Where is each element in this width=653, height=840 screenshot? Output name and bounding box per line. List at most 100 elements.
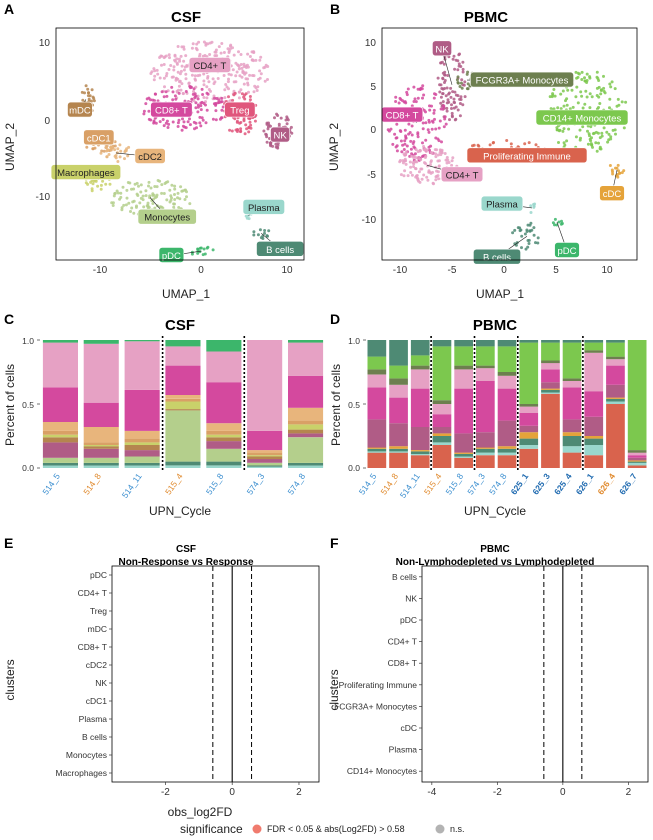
bar-segment <box>584 352 604 392</box>
umap-cell-point <box>182 45 186 49</box>
umap-cell-point <box>414 167 417 170</box>
umap-cell-point <box>99 151 103 155</box>
umap-cell-point <box>201 54 205 58</box>
composition-pbmc-ylabel: Percent of cells <box>329 364 343 446</box>
bar-segment <box>206 437 242 442</box>
cluster-label: CD8+ T <box>78 642 107 652</box>
umap-cell-point <box>622 126 626 130</box>
bar-segment <box>288 375 324 408</box>
umap-cell-point <box>428 148 431 152</box>
umap-cell-point <box>290 131 294 135</box>
bar-segment <box>165 395 201 399</box>
umap-cell-point <box>616 163 620 167</box>
umap-cell-point <box>266 78 269 81</box>
umap-cell-point <box>570 88 574 92</box>
umap-cell-point <box>164 54 168 58</box>
bar-segment <box>42 430 78 435</box>
umap-cell-point <box>459 95 463 99</box>
bar-segment <box>584 416 604 436</box>
umap-cell-point <box>561 129 565 133</box>
umap-cell-point <box>219 51 223 55</box>
bar-segment <box>454 433 473 453</box>
umap-cell-point <box>189 85 193 89</box>
bar-segment <box>606 342 625 357</box>
umap-cell-point <box>87 91 90 95</box>
umap-cell-point <box>164 74 168 78</box>
umap-cell-point <box>258 228 262 232</box>
umap-cell-point <box>90 189 94 193</box>
umap-cell-point <box>460 78 464 82</box>
umap-cell-point <box>456 108 460 112</box>
umap-cell-point <box>202 83 206 87</box>
umap-cell-point <box>406 174 410 178</box>
umap-cell-point <box>442 62 446 66</box>
bar-segment <box>562 340 582 343</box>
bar-segment <box>562 387 582 420</box>
cluster-label: Proliferating Immune <box>339 680 418 690</box>
bar-segment <box>367 374 387 388</box>
umap-cell-point <box>402 174 406 178</box>
umap-label-box <box>83 129 115 146</box>
umap-cell-point <box>145 97 149 101</box>
bar-segment <box>288 462 324 466</box>
umap-cell-point <box>226 80 230 84</box>
umap-cell-point <box>262 129 266 133</box>
umap-cell-point <box>171 120 175 124</box>
umap-cell-point <box>151 202 155 205</box>
umap-pbmc-ytick: -10 <box>362 215 377 226</box>
umap-cell-point <box>428 108 432 112</box>
umap-cluster-label: CD14+ Monocytes <box>543 114 622 125</box>
bar-segment <box>165 409 201 411</box>
umap-cell-point <box>256 233 260 237</box>
umap-cell-point <box>247 90 250 94</box>
umap-cell-point <box>147 109 151 113</box>
umap-cell-point <box>438 151 442 154</box>
umap-cell-point <box>263 229 267 232</box>
umap-cell-point <box>132 199 136 203</box>
umap-cell-point <box>466 87 470 91</box>
bar-segment <box>42 421 78 431</box>
umap-cell-point <box>155 185 159 189</box>
umap-cell-point <box>534 241 537 245</box>
umap-cell-point <box>456 81 460 84</box>
bar-segment <box>410 369 430 389</box>
umap-cell-point <box>536 241 540 245</box>
umap-cell-point <box>211 77 215 81</box>
umap-cell-point <box>153 74 157 78</box>
umap-cell-point <box>178 197 182 201</box>
umap-cell-point <box>450 159 454 163</box>
umap-cell-point <box>228 128 232 132</box>
umap-cell-point <box>421 121 425 125</box>
x-tick-label: -2 <box>493 787 502 798</box>
umap-label-box <box>432 40 452 57</box>
umap-cluster-label: Monocytes <box>144 213 190 224</box>
umap-cell-point <box>252 230 256 234</box>
cluster-label: Plasma <box>79 714 108 724</box>
umap-cell-point <box>437 126 441 130</box>
umap-cell-point <box>211 248 215 252</box>
umap-cell-point <box>590 143 594 147</box>
bar-segment <box>165 346 201 366</box>
umap-cell-point <box>119 191 123 195</box>
umap-cell-point <box>112 194 116 198</box>
umap-cell-point <box>559 92 563 96</box>
umap-cell-point <box>133 182 137 186</box>
umap-cell-point <box>421 84 425 88</box>
umap-cell-point <box>434 178 438 182</box>
umap-cell-point <box>235 70 239 74</box>
umap-cell-point <box>165 94 169 98</box>
umap-cell-point <box>565 97 569 101</box>
umap-cell-point <box>551 93 555 97</box>
bar-segment <box>83 457 119 463</box>
bar-segment <box>519 425 539 433</box>
umap-cell-point <box>86 182 90 186</box>
bar-segment <box>124 456 160 463</box>
umap-cell-point <box>177 206 181 209</box>
umap-cell-point <box>574 70 578 74</box>
composition-pbmc-xlabel: UPN_Cycle <box>464 504 526 518</box>
umap-cell-point <box>428 104 431 108</box>
bar-segment <box>562 446 582 453</box>
bar-segment <box>497 446 517 449</box>
bar-segment <box>432 346 452 401</box>
umap-cell-point <box>285 122 289 126</box>
